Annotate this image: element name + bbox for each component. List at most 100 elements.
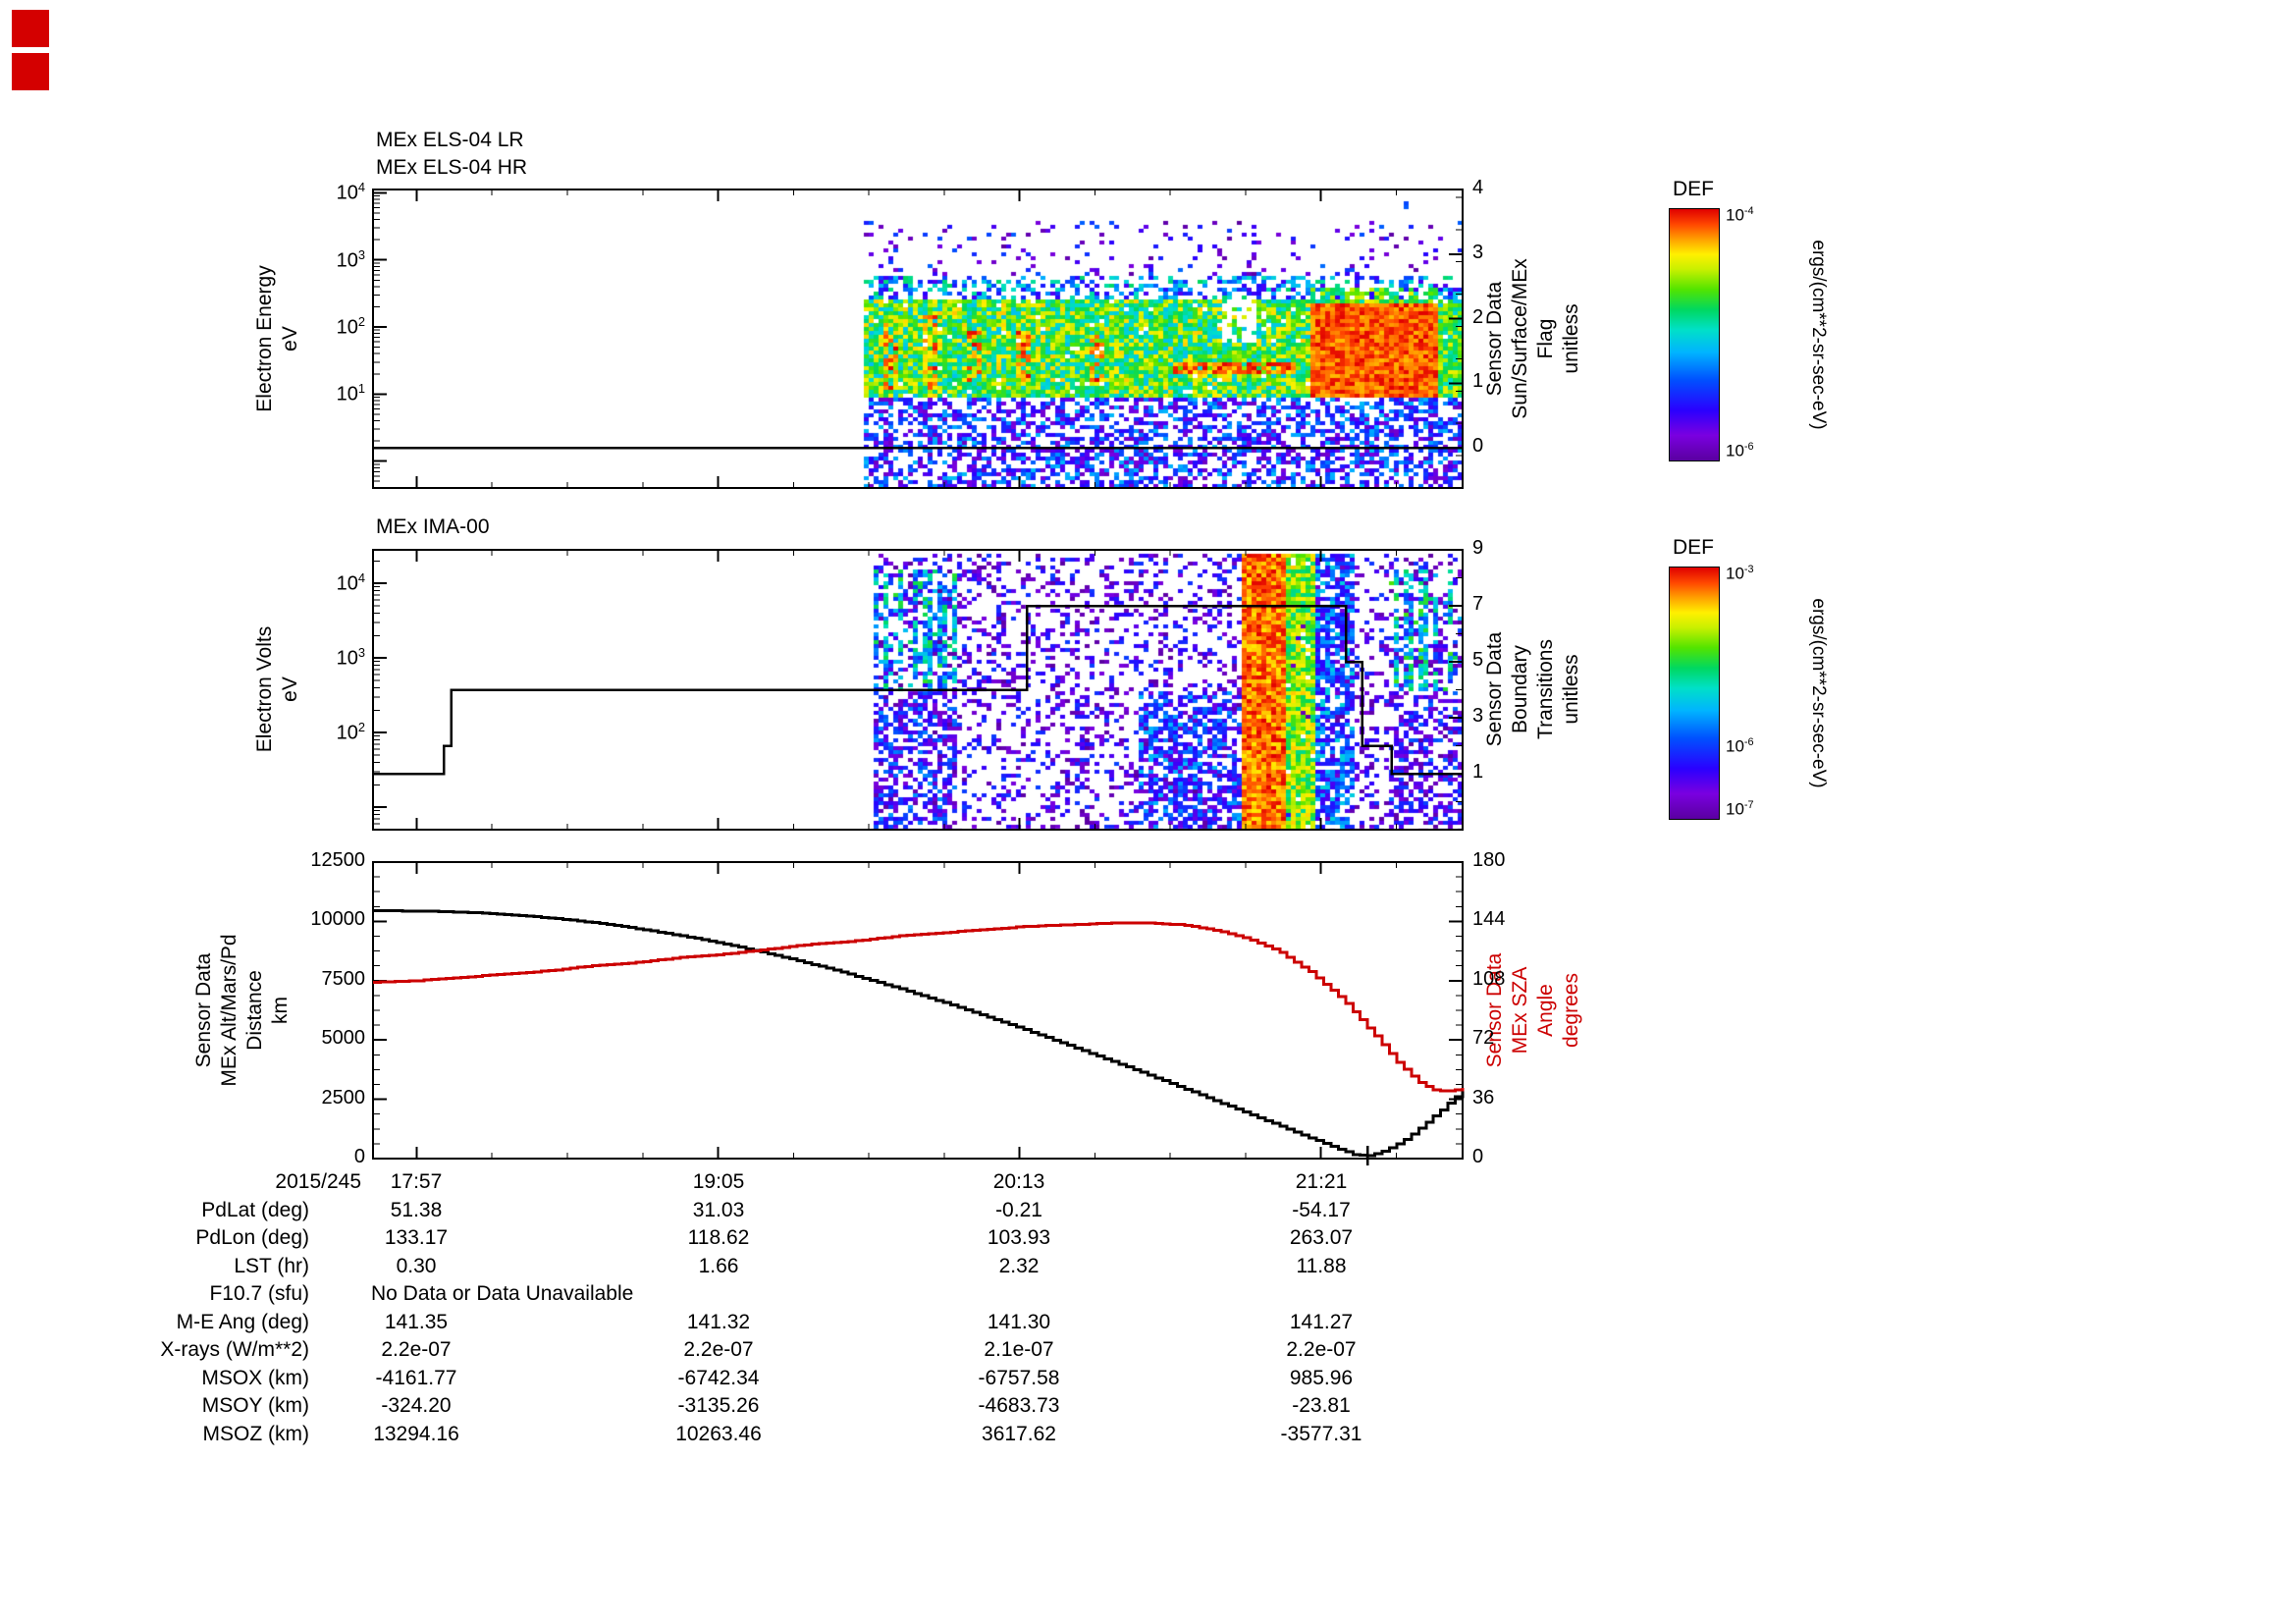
table-row-label: MSOZ (km) [202,1422,309,1445]
els-right-axis-label: Sensor Data Sun/Surface/MEx Flag unitles… [1483,258,1582,419]
y-tick-label: 101 [336,381,365,406]
right-tick-label: 3 [1472,705,1484,727]
corner-marker-2 [12,53,49,90]
colorbar-els-unit: ergs/(cm**2-sr-sec-eV) [1808,240,1829,430]
right-tick-label: 180 [1472,849,1506,871]
table-cell: 2.2e-07 [381,1338,452,1361]
table-row-label: MSOX (km) [201,1366,309,1389]
table-cell: 19:05 [692,1170,745,1193]
table-cell: 0.30 [396,1254,437,1277]
table-cell: 141.32 [686,1310,751,1333]
table-row-label: X-rays (W/m**2) [160,1338,309,1361]
distance-axis-label: Sensor Data MEx Alt/Mars/Pd Distance km [192,934,292,1087]
table-cell: 20:13 [992,1170,1045,1193]
els-spectrogram [373,189,1463,488]
table-cell: 21:21 [1295,1170,1348,1193]
table-cell: 51.38 [390,1198,443,1221]
els-title-line1: MEx ELS-04 LR [376,129,524,151]
right-tick-label: 108 [1472,967,1506,990]
colorbar-ima-unit: ergs/(cm**2-sr-sec-eV) [1808,598,1829,788]
table-cell: 141.30 [987,1310,1051,1333]
sza_deg-line [373,921,1465,1093]
table-cell: -54.17 [1292,1198,1351,1221]
table-cell: 2.1e-07 [984,1338,1054,1361]
y-tick-label: 102 [336,314,365,339]
y-tick-label: 103 [336,246,365,272]
right-tick-label: 3 [1472,241,1484,263]
colorbar-els [1669,208,1720,461]
table-cell: -0.21 [995,1198,1042,1221]
table-cell: 2.32 [998,1254,1040,1277]
right-tick-label: 0 [1472,435,1484,458]
ima-right-axis-label: Sensor Data Boundary Transitions unitles… [1483,631,1582,747]
table-cell: 103.93 [987,1226,1051,1249]
table-cell: 133.17 [384,1226,449,1249]
right-tick-label: 72 [1472,1027,1495,1050]
table-row-label: F10.7 (sfu) [209,1282,309,1305]
colorbar-ima-title: DEF [1673,536,1714,559]
right-tick-label: 0 [1472,1146,1484,1167]
ima-spectrogram [373,550,1463,830]
colorbar-tick-label: 10-7 [1726,799,1754,819]
table-row-label: MSOY (km) [201,1394,309,1417]
colorbar-ima [1669,567,1720,820]
els-title-line2: MEx ELS-04 HR [376,156,528,179]
right-tick-label: 144 [1472,908,1506,931]
table-cell: 1.66 [698,1254,739,1277]
table-row-label: PdLat (deg) [201,1198,309,1221]
table-cell: 2.2e-07 [683,1338,754,1361]
table-cell: 13294.16 [373,1422,459,1445]
y-tick-label: 5000 [321,1027,366,1050]
table-cell: -324.20 [381,1394,452,1417]
y-tick-label: 7500 [321,967,366,990]
altitude_km-line [373,909,1465,1158]
table-cell: -6757.58 [978,1366,1060,1389]
y-tick-label: 0 [353,1146,365,1167]
table-cell: -3577.31 [1280,1422,1362,1445]
right-tick-label: 5 [1472,649,1484,671]
table-row-label: PdLon (deg) [195,1226,309,1249]
colorbar-tick-label: 10-3 [1726,563,1754,583]
table-row-label: M-E Ang (deg) [176,1310,309,1333]
ima-title: MEx IMA-00 [376,515,490,538]
distance-panel-frame [372,861,1464,1160]
table-row-label: LST (hr) [234,1254,309,1277]
right-tick-label: 1 [1472,761,1484,783]
corner-marker-1 [12,10,49,47]
y-tick-label: 104 [336,570,365,595]
colorbar-tick-label: 10-6 [1726,441,1754,460]
right-tick-label: 4 [1472,177,1484,198]
y-tick-label: 103 [336,645,365,670]
colorbar-tick-label: 10-4 [1726,204,1754,225]
table-cell: 10263.46 [675,1422,762,1445]
table-cell: 141.27 [1289,1310,1354,1333]
colorbar-tick-label: 10-6 [1726,736,1754,756]
y-tick-label: 2500 [321,1086,366,1109]
table-cell: 2.2e-07 [1286,1338,1357,1361]
y-tick-label: 102 [336,720,365,744]
right-tick-label: 36 [1472,1086,1495,1109]
table-cell: 118.62 [687,1226,750,1249]
table-row-label: 2015/245 [275,1170,361,1193]
table-cell: 141.35 [384,1310,449,1333]
y-tick-label: 10000 [310,908,365,931]
right-tick-label: 7 [1472,593,1484,615]
table-cell: 31.03 [692,1198,745,1221]
table-cell: 11.88 [1296,1254,1347,1277]
table-cell: -4161.77 [375,1366,457,1389]
table-cell: -23.81 [1292,1394,1351,1417]
y-tick-label: 12500 [310,849,365,871]
table-cell: 985.96 [1289,1366,1354,1389]
table-cell: -4683.73 [978,1394,1060,1417]
table-cell: 3617.62 [982,1422,1056,1445]
y-tick-label: 104 [336,180,365,205]
table-cell: 263.07 [1289,1226,1354,1249]
table-cell: -3135.26 [677,1394,760,1417]
right-tick-label: 9 [1472,537,1484,559]
table-cell: 17:57 [390,1170,443,1193]
colorbar-els-title: DEF [1673,178,1714,200]
table-cell: -6742.34 [677,1366,760,1389]
right-tick-label: 1 [1472,370,1484,393]
right-tick-label: 2 [1472,305,1484,328]
